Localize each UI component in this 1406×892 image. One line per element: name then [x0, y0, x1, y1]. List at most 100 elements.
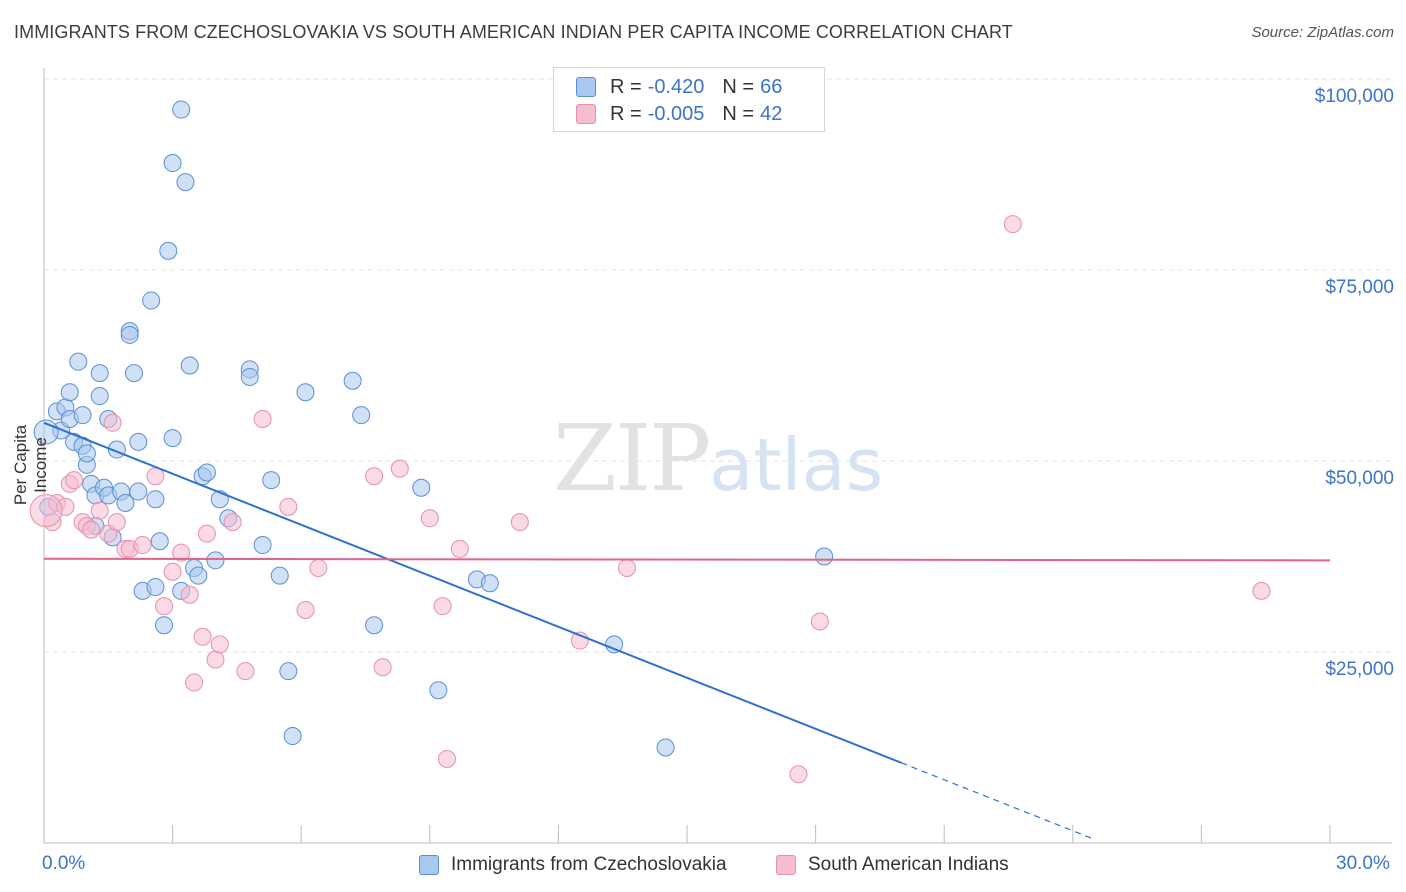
point-czechoslovakia	[480, 574, 499, 593]
point-south-american-indian	[450, 539, 469, 558]
point-czechoslovakia	[155, 616, 174, 635]
point-south-american-indian	[617, 558, 636, 577]
point-czechoslovakia	[429, 681, 448, 700]
point-south-american-indian	[90, 501, 109, 520]
legend-n-value: 66	[760, 75, 783, 98]
y-axis-title: Per Capita Income	[11, 424, 50, 506]
point-czechoslovakia	[150, 532, 169, 551]
point-czechoslovakia	[270, 566, 289, 585]
bottom-legend-label: South American Indians	[808, 854, 1009, 875]
point-czechoslovakia	[60, 383, 79, 402]
point-south-american-indian	[296, 600, 315, 619]
point-czechoslovakia	[120, 325, 139, 344]
x-tick-label-max: 30.0%	[1336, 853, 1390, 874]
bottom-legend-swatch-pink	[776, 855, 796, 875]
point-south-american-indian	[390, 459, 409, 478]
point-czechoslovakia	[240, 367, 259, 386]
point-czechoslovakia	[412, 478, 431, 497]
point-czechoslovakia	[163, 429, 182, 448]
point-south-american-indian	[236, 662, 255, 681]
trendline-czechoslovakia-extension	[901, 762, 1095, 840]
bottom-legend-label: Immigrants from Czechoslovakia	[451, 854, 727, 875]
source-credit: Source: ZipAtlas.com	[1251, 24, 1394, 41]
point-south-american-indian	[107, 513, 126, 532]
point-czechoslovakia	[656, 738, 675, 757]
legend-n-label: N =	[722, 102, 755, 125]
legend-row-south-american-indians: R = -0.005 N = 42	[576, 102, 782, 126]
point-czechoslovakia	[176, 173, 195, 192]
legend-row-czechoslovakia: R = -0.420 N = 66	[576, 75, 782, 99]
point-czechoslovakia	[262, 471, 281, 490]
point-czechoslovakia	[172, 100, 191, 119]
point-south-american-indian	[206, 650, 225, 669]
point-south-american-indian	[155, 597, 174, 616]
x-tick-label-min: 0.0%	[42, 853, 86, 874]
point-czechoslovakia	[129, 482, 148, 501]
point-south-american-indian	[193, 627, 212, 646]
point-south-american-indian	[1003, 215, 1022, 234]
point-czechoslovakia	[343, 371, 362, 390]
bottom-legend-item-south-american-indians[interactable]: South American Indians	[776, 853, 1009, 877]
point-czechoslovakia	[296, 383, 315, 402]
point-czechoslovakia	[146, 578, 165, 597]
point-south-american-indian	[103, 413, 122, 432]
legend-r-value: -0.420	[647, 75, 705, 98]
point-south-american-indian	[373, 658, 392, 677]
point-south-american-indian	[210, 635, 229, 654]
watermark-zip: ZIP	[553, 405, 711, 512]
trendline-south-american-indians	[43, 557, 1331, 562]
point-czechoslovakia	[189, 566, 208, 585]
chart-title: IMMIGRANTS FROM CZECHOSLOVAKIA VS SOUTH …	[14, 22, 1013, 42]
point-south-american-indian	[253, 409, 272, 428]
point-south-american-indian	[420, 509, 439, 528]
point-south-american-indian	[197, 524, 216, 543]
legend-r-label: R =	[610, 102, 642, 125]
point-south-american-indian	[789, 765, 808, 784]
watermark-atlas: atlas	[709, 423, 884, 507]
point-south-american-indian	[309, 558, 328, 577]
point-south-american-indian	[223, 513, 242, 532]
legend-n-label: N =	[722, 75, 755, 98]
point-czechoslovakia	[69, 352, 88, 371]
point-czechoslovakia	[159, 241, 178, 260]
point-czechoslovakia	[125, 364, 144, 383]
point-south-american-indian	[185, 673, 204, 692]
point-south-american-indian	[510, 513, 529, 532]
point-czechoslovakia	[180, 356, 199, 375]
point-czechoslovakia	[163, 154, 182, 173]
point-south-american-indian	[163, 562, 182, 581]
point-czechoslovakia	[90, 364, 109, 383]
trendline-czechoslovakia	[43, 421, 902, 764]
legend-swatch-pink	[576, 104, 596, 124]
point-czechoslovakia	[146, 490, 165, 509]
point-south-american-indian	[1252, 581, 1271, 600]
point-czechoslovakia	[116, 494, 135, 513]
point-south-american-indian	[180, 585, 199, 604]
point-czechoslovakia	[253, 536, 272, 555]
bottom-legend-item-czechoslovakia[interactable]: Immigrants from Czechoslovakia	[419, 853, 727, 877]
legend-r-value: -0.005	[647, 102, 705, 125]
point-czechoslovakia	[365, 616, 384, 635]
y-tick-label: $50,000	[1325, 468, 1394, 489]
point-czechoslovakia	[605, 635, 624, 654]
point-czechoslovakia	[279, 662, 298, 681]
point-czechoslovakia	[815, 547, 834, 566]
point-czechoslovakia	[90, 387, 109, 406]
point-czechoslovakia	[283, 727, 302, 746]
watermark: ZIPatlas	[553, 405, 883, 512]
point-czechoslovakia	[197, 463, 216, 482]
y-tick-label: $25,000	[1325, 659, 1394, 680]
point-south-american-indian	[279, 497, 298, 516]
point-czechoslovakia	[73, 406, 92, 425]
correlation-legend: R = -0.420 N = 66 R = -0.005 N = 42	[553, 67, 825, 132]
point-south-american-indian	[82, 520, 101, 539]
point-south-american-indian	[433, 597, 452, 616]
point-czechoslovakia	[142, 291, 161, 310]
point-south-american-indian	[810, 612, 829, 631]
point-south-american-indian	[133, 536, 152, 555]
point-czechoslovakia	[352, 406, 371, 425]
point-south-american-indian	[172, 543, 191, 562]
point-czechoslovakia	[77, 444, 96, 463]
point-south-american-indian	[365, 467, 384, 486]
